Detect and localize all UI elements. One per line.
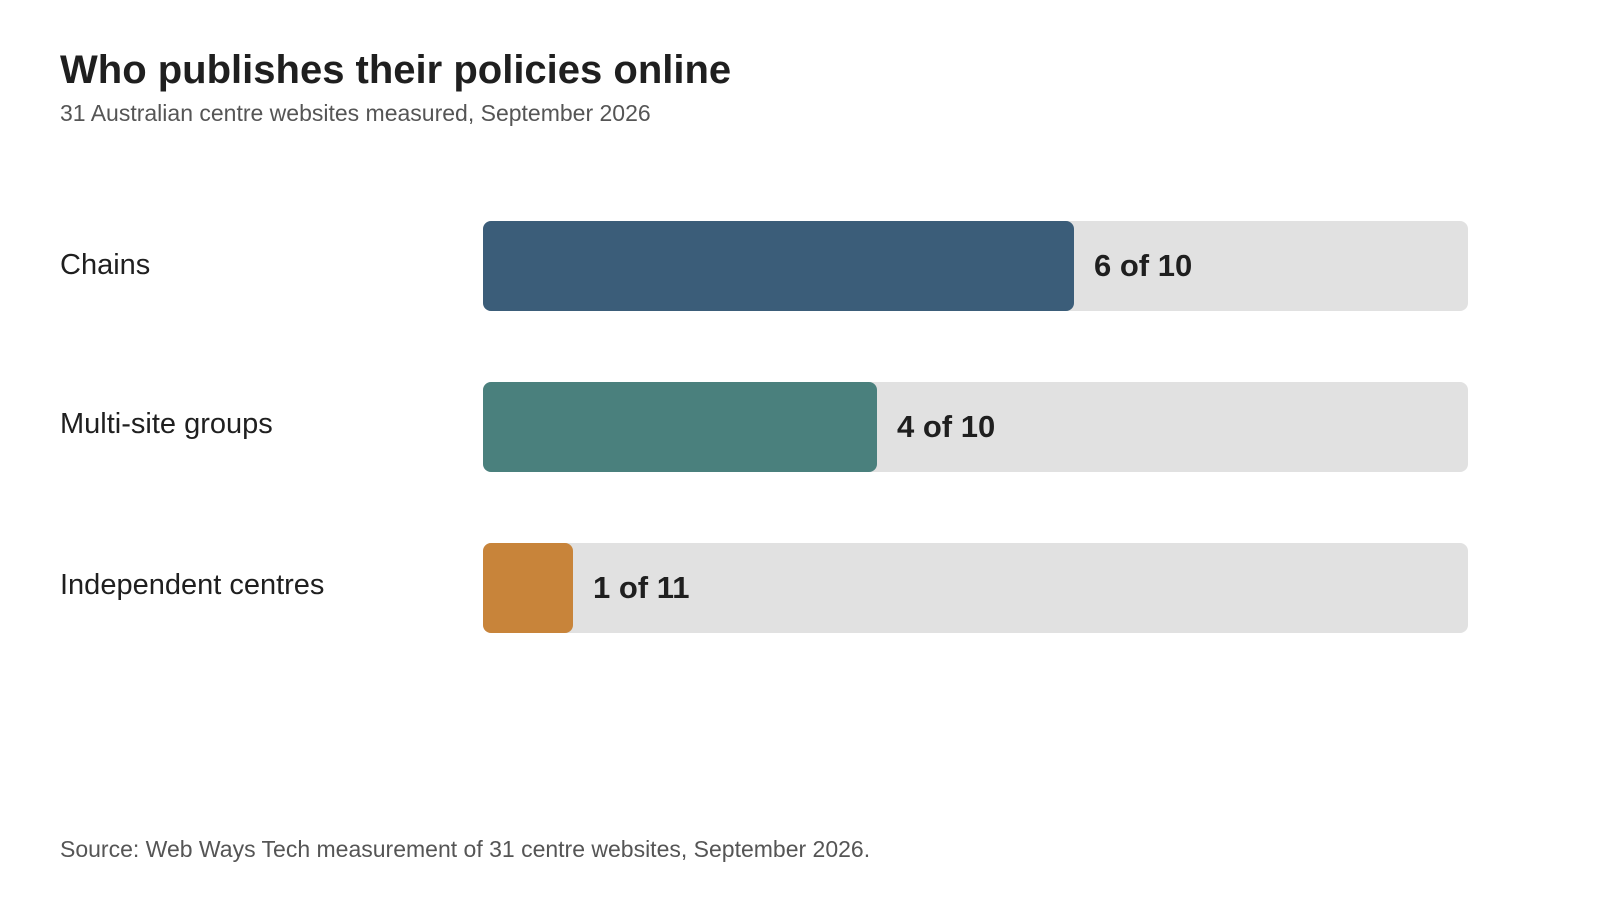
category-label: Independent centres xyxy=(60,569,325,601)
chart-subtitle: 31 Australian centre websites measured, … xyxy=(60,100,651,126)
data-label: 4 of 10 xyxy=(897,409,996,444)
bar-track: 6 of 10 xyxy=(483,221,1468,311)
bar-track: 4 of 10 xyxy=(483,382,1468,472)
category-label: Multi-site groups xyxy=(60,408,273,440)
data-label: 6 of 10 xyxy=(1094,248,1193,283)
bar-track: 1 of 11 xyxy=(483,543,1468,633)
chart-title: Who publishes their policies online xyxy=(60,48,732,92)
bar xyxy=(483,543,573,633)
category-label: Chains xyxy=(60,249,151,281)
bar xyxy=(483,221,1074,311)
source-note: Source: Web Ways Tech measurement of 31 … xyxy=(60,836,871,862)
bar xyxy=(483,382,877,472)
data-label: 1 of 11 xyxy=(593,570,690,605)
